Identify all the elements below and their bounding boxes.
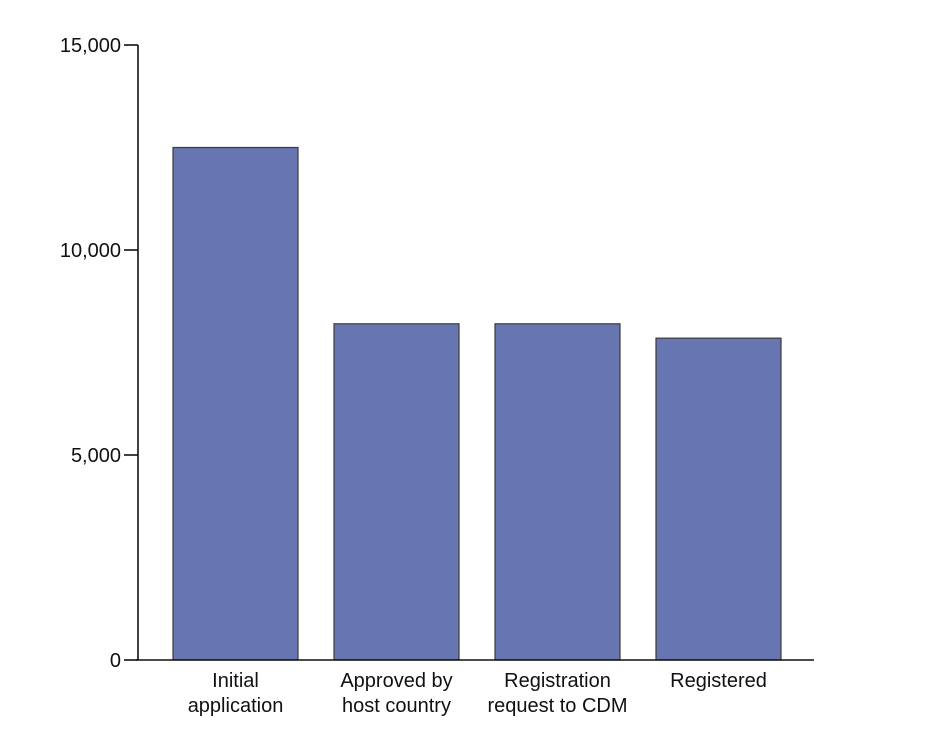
x-category-label-0: Initial application bbox=[188, 670, 284, 717]
y-tick-label-2: 10,000 bbox=[60, 240, 121, 262]
y-tick-label-1: 5,000 bbox=[71, 445, 121, 467]
x-category-label-line: Approved by bbox=[340, 670, 452, 692]
y-tick-label-3: 15,000 bbox=[60, 35, 121, 57]
axes-group bbox=[136, 45, 814, 661]
x-labels-group: Initial application Approved by host countr… bbox=[188, 670, 767, 717]
x-category-label-1: Approved by host country bbox=[340, 670, 452, 717]
y-tick-label-0: 0 bbox=[110, 650, 121, 672]
bar-2 bbox=[494, 323, 621, 661]
x-category-label-3: Registered bbox=[670, 670, 767, 692]
bars-group bbox=[172, 146, 782, 661]
x-category-label-line: Initial bbox=[212, 670, 259, 692]
bar-3 bbox=[655, 337, 782, 661]
x-category-label-line: application bbox=[188, 695, 284, 717]
bar-1 bbox=[333, 323, 460, 661]
x-category-label-line: host country bbox=[342, 695, 451, 717]
y-ticks-group: 0 5,000 10,000 15,000 bbox=[60, 35, 138, 672]
x-category-label-line: Registration bbox=[504, 670, 611, 692]
bar-0 bbox=[172, 146, 299, 661]
x-category-label-line: Registered bbox=[670, 670, 767, 692]
x-category-label-2: Registration request to CDM bbox=[487, 670, 627, 717]
x-category-label-line: request to CDM bbox=[487, 695, 627, 717]
